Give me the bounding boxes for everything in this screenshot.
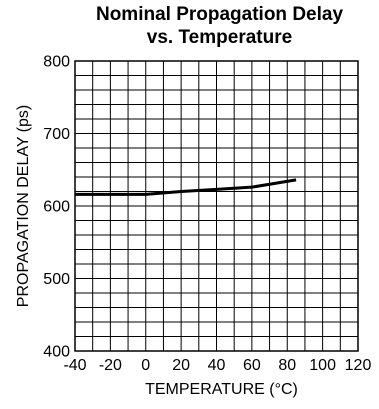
y-tick-label: 500 (43, 271, 70, 288)
series-line (75, 178, 297, 196)
x-tick-labels: -40 -20 0 20 40 60 80 100 120 (63, 357, 371, 374)
y-tick-label: 600 (43, 199, 70, 216)
x-tick-label: 80 (278, 357, 296, 374)
x-tick-label: 40 (208, 357, 226, 374)
x-tick-label: -40 (63, 357, 86, 374)
plot-frame (74, 60, 359, 352)
x-axis-label: TEMPERATURE (°C) (145, 381, 298, 398)
y-tick-label: 800 (43, 54, 70, 71)
x-tick-label: -20 (99, 357, 122, 374)
grid (75, 61, 358, 351)
chart-title-line-2: vs. Temperature (146, 27, 293, 48)
series-group (74, 178, 297, 196)
x-tick-label: 60 (243, 357, 261, 374)
x-tick-label: 100 (309, 357, 336, 374)
y-tick-labels: 400 500 600 700 800 (43, 54, 70, 361)
y-tick-label: 700 (43, 126, 70, 143)
y-axis-label: PROPAGATION DELAY (ps) (15, 105, 32, 307)
y-tick-label: 400 (43, 344, 70, 361)
x-tick-label: 0 (141, 357, 150, 374)
x-tick-label: 120 (345, 357, 372, 374)
chart-title-line-1: Nominal Propagation Delay (95, 4, 344, 25)
x-tick-label: 20 (172, 357, 190, 374)
